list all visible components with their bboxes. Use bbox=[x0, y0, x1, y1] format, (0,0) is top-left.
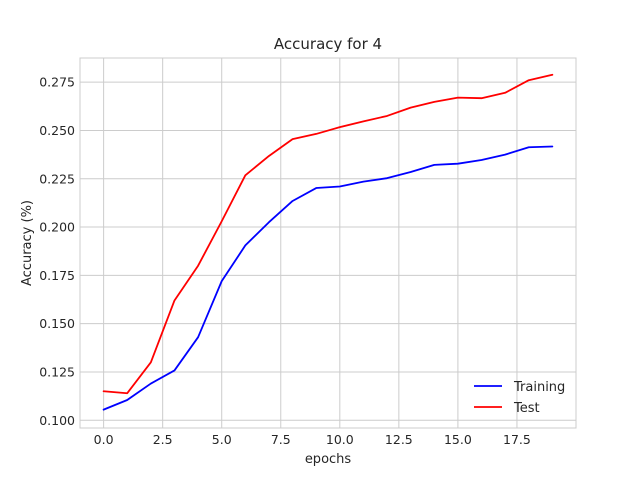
y-axis-ticks: 0.100 0.125 0.150 0.175 0.200 0.225 0.250 0.275 bbox=[39, 75, 75, 428]
x-tick-label: 12.5 bbox=[385, 432, 413, 447]
y-tick-label: 0.200 bbox=[39, 220, 75, 235]
legend-label-test: Test bbox=[513, 401, 540, 416]
x-tick-label: 2.5 bbox=[153, 432, 173, 447]
y-axis-label: Accuracy (%) bbox=[20, 200, 35, 286]
series-group bbox=[102, 73, 554, 411]
y-tick-label: 0.225 bbox=[39, 171, 75, 186]
plot-frame bbox=[79, 57, 577, 429]
chart-title: Accuracy for 4 bbox=[274, 35, 382, 53]
x-tick-label: 17.5 bbox=[503, 432, 531, 447]
x-axis-label: epochs bbox=[305, 452, 352, 467]
x-tick-label: 15.0 bbox=[444, 432, 472, 447]
y-tick-label: 0.150 bbox=[39, 316, 75, 331]
y-tick-label: 0.175 bbox=[39, 268, 75, 283]
y-tick-label: 0.125 bbox=[39, 364, 75, 379]
y-tick-label: 0.275 bbox=[39, 75, 75, 90]
legend: Training Test bbox=[474, 380, 565, 416]
x-tick-label: 10.0 bbox=[326, 432, 354, 447]
series-line-test bbox=[102, 73, 554, 395]
x-tick-label: 5.0 bbox=[212, 432, 232, 447]
x-tick-label: 0.0 bbox=[94, 432, 114, 447]
y-tick-label: 0.250 bbox=[39, 123, 75, 138]
x-tick-label: 7.5 bbox=[271, 432, 291, 447]
plot-area bbox=[80, 58, 576, 428]
legend-label-training: Training bbox=[513, 380, 565, 395]
y-tick-label: 0.100 bbox=[39, 413, 75, 428]
x-axis-ticks: 0.0 2.5 5.0 7.5 10.0 12.5 15.0 17.5 bbox=[94, 432, 531, 447]
series-line-training bbox=[102, 145, 554, 411]
